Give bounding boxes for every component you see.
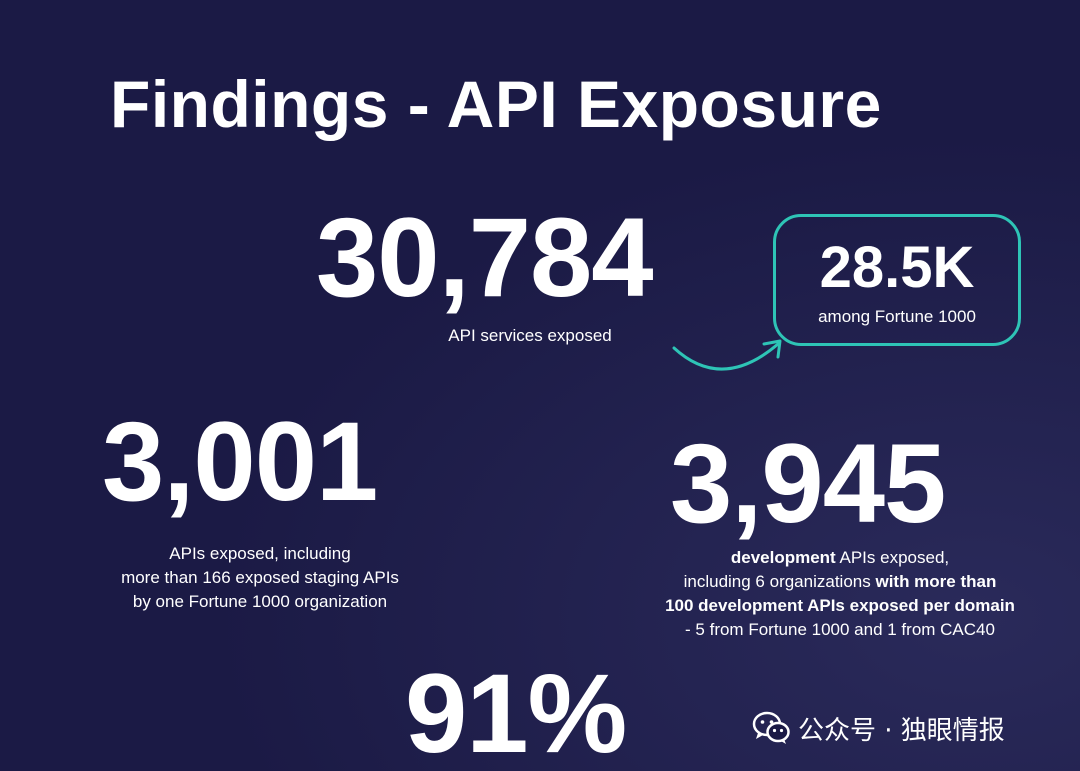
caption-text: including 6 organizations bbox=[683, 572, 876, 591]
watermark-text: 公众号 · 独眼情报 bbox=[798, 715, 1005, 746]
stat-apis-exposed-value: 3,001 bbox=[102, 399, 378, 524]
stat-dev-apis-value: 3,945 bbox=[670, 421, 946, 546]
fortune-callout-label: among Fortune 1000 bbox=[818, 307, 976, 326]
caption-line: - 5 from Fortune 1000 and 1 from CAC40 bbox=[685, 620, 995, 639]
caption-bold: 100 development APIs exposed per domain bbox=[665, 596, 1015, 615]
caption-line: development APIs exposed, bbox=[620, 546, 1060, 570]
watermark: 公众号 · 独眼情报 bbox=[752, 706, 1005, 750]
caption-line: by one Fortune 1000 organization bbox=[132, 592, 388, 611]
stat-apis-exposed-caption: APIs exposed, including more than 166 ex… bbox=[90, 542, 430, 614]
caption-bold: development bbox=[730, 548, 836, 567]
curved-arrow-icon bbox=[672, 339, 782, 371]
stat-api-services-caption: API services exposed bbox=[448, 326, 612, 345]
caption-text: APIs exposed, bbox=[835, 548, 950, 567]
caption-line: including 6 organizations with more than bbox=[620, 570, 1060, 594]
fortune-callout-value: 28.5K bbox=[819, 235, 975, 300]
page-title: Findings - API Exposure bbox=[110, 67, 882, 141]
fortune-callout-box: 28.5K among Fortune 1000 bbox=[773, 214, 1021, 346]
caption-line: 100 development APIs exposed per domain bbox=[620, 594, 1060, 618]
caption-line: APIs exposed, including bbox=[169, 544, 351, 563]
stat-dev-apis-caption: development APIs exposed, including 6 or… bbox=[620, 546, 1060, 642]
caption-line: more than 166 exposed staging APIs bbox=[121, 568, 399, 587]
wechat-icon bbox=[752, 711, 790, 744]
stat-percent-value: 91% bbox=[405, 651, 627, 771]
stat-api-services-value: 30,784 bbox=[316, 195, 654, 320]
caption-bold: with more than bbox=[875, 572, 997, 591]
